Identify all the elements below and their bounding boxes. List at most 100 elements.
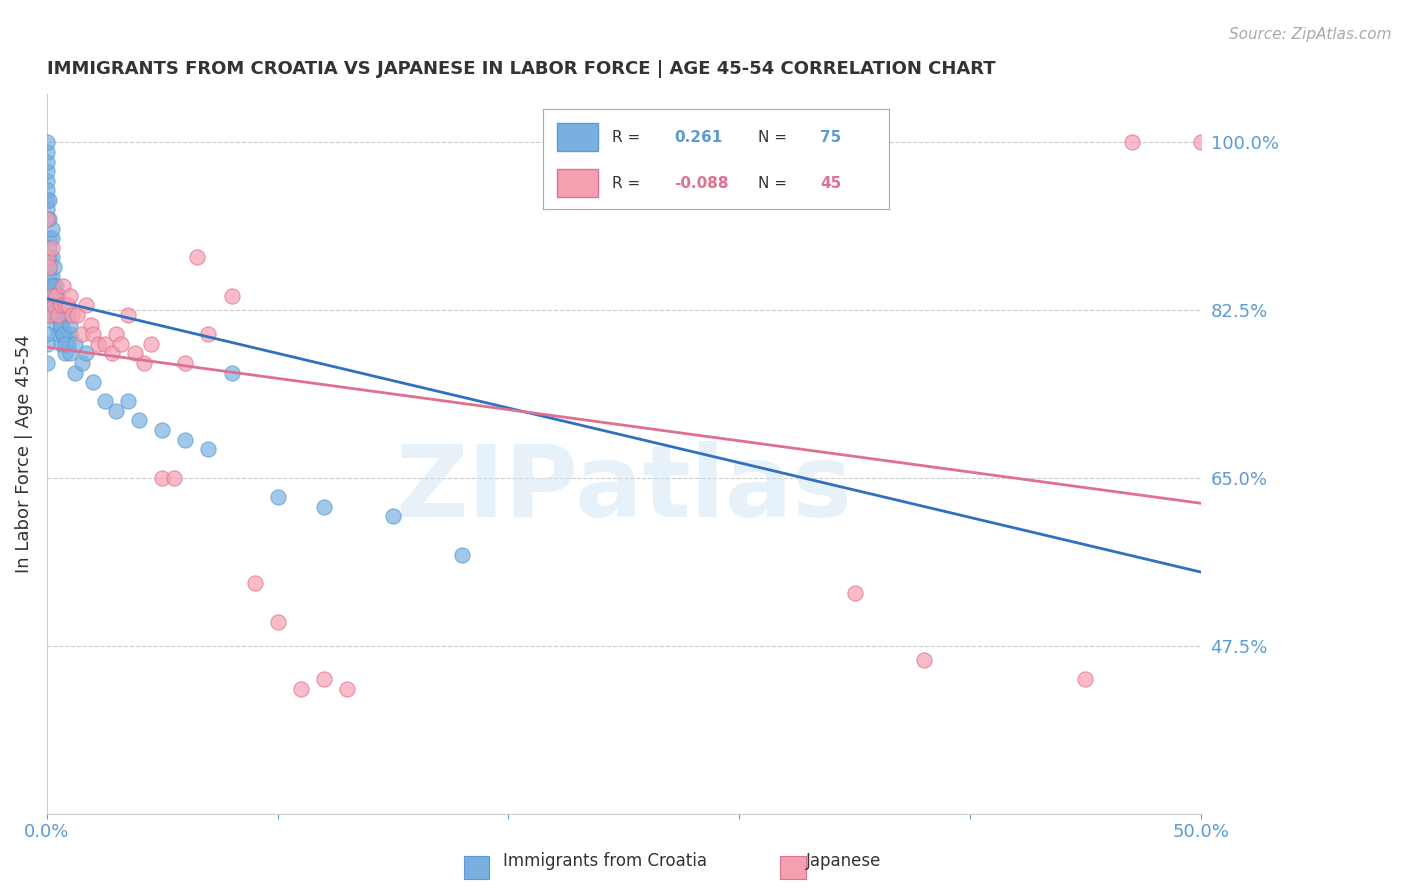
Japanese <box>163 471 186 485</box>
Immigrants from Croatia <box>56 308 79 322</box>
Japanese <box>49 298 72 312</box>
Immigrants from Croatia <box>49 318 72 332</box>
Immigrants from Croatia <box>49 336 72 351</box>
Immigrants from Croatia <box>42 289 65 303</box>
Immigrants from Croatia <box>382 509 405 524</box>
Japanese <box>124 346 146 360</box>
Immigrants from Croatia <box>35 336 58 351</box>
Immigrants from Croatia <box>35 154 58 169</box>
Immigrants from Croatia <box>53 327 76 342</box>
Japanese <box>912 653 935 667</box>
Immigrants from Croatia <box>41 289 63 303</box>
Japanese <box>53 298 76 312</box>
Japanese <box>35 251 58 265</box>
Immigrants from Croatia <box>56 336 79 351</box>
Immigrants from Croatia <box>70 356 93 370</box>
Japanese <box>52 279 75 293</box>
Japanese <box>56 298 79 312</box>
Immigrants from Croatia <box>48 327 70 342</box>
Japanese <box>60 308 83 322</box>
Japanese <box>45 289 67 303</box>
Immigrants from Croatia <box>35 164 58 178</box>
Immigrants from Croatia <box>221 366 243 380</box>
Japanese <box>1121 136 1143 150</box>
Immigrants from Croatia <box>48 289 70 303</box>
Immigrants from Croatia <box>41 221 63 235</box>
Immigrants from Croatia <box>35 251 58 265</box>
Japanese <box>1074 673 1097 687</box>
Immigrants from Croatia <box>266 490 288 504</box>
Japanese <box>110 336 132 351</box>
Immigrants from Croatia <box>38 269 60 284</box>
Immigrants from Croatia <box>93 394 115 409</box>
Immigrants from Croatia <box>41 231 63 245</box>
Immigrants from Croatia <box>59 327 82 342</box>
Japanese <box>197 327 219 342</box>
Immigrants from Croatia <box>38 279 60 293</box>
Japanese <box>93 336 115 351</box>
Immigrants from Croatia <box>42 260 65 274</box>
Immigrants from Croatia <box>35 183 58 197</box>
Immigrants from Croatia <box>45 279 67 293</box>
Japanese <box>336 681 359 696</box>
Immigrants from Croatia <box>42 298 65 312</box>
Japanese <box>132 356 155 370</box>
Japanese <box>139 336 162 351</box>
Japanese <box>42 298 65 312</box>
Text: Japanese: Japanese <box>806 852 882 870</box>
Text: Source: ZipAtlas.com: Source: ZipAtlas.com <box>1229 27 1392 42</box>
Immigrants from Croatia <box>35 145 58 159</box>
Japanese <box>100 346 122 360</box>
Immigrants from Croatia <box>38 241 60 255</box>
Immigrants from Croatia <box>38 212 60 227</box>
Immigrants from Croatia <box>174 433 197 447</box>
Immigrants from Croatia <box>63 366 86 380</box>
Japanese <box>41 289 63 303</box>
Immigrants from Croatia <box>42 279 65 293</box>
Immigrants from Croatia <box>38 298 60 312</box>
Immigrants from Croatia <box>41 251 63 265</box>
Japanese <box>41 241 63 255</box>
Immigrants from Croatia <box>53 346 76 360</box>
Immigrants from Croatia <box>35 212 58 227</box>
Immigrants from Croatia <box>38 260 60 274</box>
Japanese <box>70 327 93 342</box>
Immigrants from Croatia <box>59 318 82 332</box>
Japanese <box>312 673 335 687</box>
Japanese <box>290 681 312 696</box>
Immigrants from Croatia <box>105 404 128 418</box>
Immigrants from Croatia <box>52 327 75 342</box>
Immigrants from Croatia <box>45 298 67 312</box>
Japanese <box>105 327 128 342</box>
Japanese <box>844 586 866 600</box>
Immigrants from Croatia <box>150 423 173 437</box>
Japanese <box>38 260 60 274</box>
Immigrants from Croatia <box>75 346 97 360</box>
Immigrants from Croatia <box>52 308 75 322</box>
Japanese <box>82 327 104 342</box>
Immigrants from Croatia <box>613 136 636 150</box>
Immigrants from Croatia <box>451 548 474 562</box>
Immigrants from Croatia <box>38 193 60 207</box>
Japanese <box>221 289 243 303</box>
Japanese <box>48 308 70 322</box>
Japanese <box>243 576 266 591</box>
Immigrants from Croatia <box>312 500 335 514</box>
Japanese <box>66 308 89 322</box>
Japanese <box>80 318 103 332</box>
Immigrants from Croatia <box>35 136 58 150</box>
Immigrants from Croatia <box>63 336 86 351</box>
Immigrants from Croatia <box>128 413 150 427</box>
Japanese <box>266 615 288 629</box>
Immigrants from Croatia <box>59 346 82 360</box>
Text: Immigrants from Croatia: Immigrants from Croatia <box>502 852 707 870</box>
Immigrants from Croatia <box>38 251 60 265</box>
Japanese <box>1189 136 1212 150</box>
Japanese <box>86 336 108 351</box>
Immigrants from Croatia <box>52 327 75 342</box>
Japanese <box>117 308 139 322</box>
Immigrants from Croatia <box>35 327 58 342</box>
Immigrants from Croatia <box>42 308 65 322</box>
Immigrants from Croatia <box>543 193 565 207</box>
Immigrants from Croatia <box>197 442 219 457</box>
